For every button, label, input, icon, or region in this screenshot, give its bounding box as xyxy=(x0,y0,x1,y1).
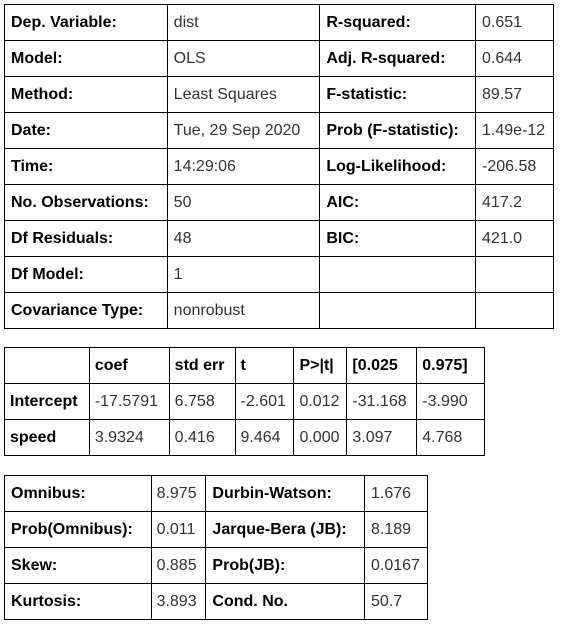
summary-label: Df Model: xyxy=(4,256,168,293)
diagnostic-value: 0.011 xyxy=(150,511,207,548)
table-row: Df Model: 1 xyxy=(4,256,554,293)
column-header: 0.975] xyxy=(416,347,485,384)
column-header: coef xyxy=(88,347,170,384)
diagnostic-value: 8.189 xyxy=(364,511,428,548)
summary-value: 89.57 xyxy=(475,76,554,113)
summary-value: -206.58 xyxy=(475,148,554,185)
summary-label: R-squared: xyxy=(319,4,477,41)
summary-value: 0.644 xyxy=(475,40,554,77)
table-row: Df Residuals: 48 BIC: 421.0 xyxy=(4,220,554,257)
summary-label: Model: xyxy=(4,40,168,77)
table-row: Kurtosis: 3.893 Cond. No. 50.7 xyxy=(4,583,428,620)
diagnostic-value: 8.975 xyxy=(150,475,207,512)
summary-label: Log-Likelihood: xyxy=(319,148,477,185)
summary-label: Df Residuals: xyxy=(4,220,168,257)
column-header: P>|t| xyxy=(293,347,348,384)
summary-value: 50 xyxy=(166,184,321,221)
row-name: Intercept xyxy=(4,383,90,420)
table-row: speed 3.9324 0.416 9.464 0.000 3.097 4.7… xyxy=(4,419,485,456)
table-row: Model: OLS Adj. R-squared: 0.644 xyxy=(4,40,554,77)
summary-value: 14:29:06 xyxy=(166,148,321,185)
coef-value: 3.9324 xyxy=(88,419,170,456)
summary-label: Dep. Variable: xyxy=(4,4,168,41)
p-value: 0.012 xyxy=(293,383,348,420)
ci-upper-value: -3.990 xyxy=(416,383,485,420)
std-err-value: 0.416 xyxy=(168,419,236,456)
t-value: -2.601 xyxy=(234,383,295,420)
summary-label xyxy=(319,256,477,293)
diagnostic-label: Durbin-Watson: xyxy=(205,475,366,512)
table-header-row: coef std err t P>|t| [0.025 0.975] xyxy=(4,347,485,384)
t-value: 9.464 xyxy=(234,419,295,456)
column-header: std err xyxy=(168,347,236,384)
diagnostic-label: Jarque-Bera (JB): xyxy=(205,511,366,548)
ci-lower-value: 3.097 xyxy=(346,419,418,456)
summary-label: F-statistic: xyxy=(319,76,477,113)
summary-label: Method: xyxy=(4,76,168,113)
summary-value: 417.2 xyxy=(475,184,554,221)
summary-label: Date: xyxy=(4,112,168,149)
summary-value: 0.651 xyxy=(475,4,554,41)
diagnostic-label: Prob(Omnibus): xyxy=(4,511,152,548)
summary-value: nonrobust xyxy=(166,292,321,329)
column-header xyxy=(4,347,90,384)
diagnostic-label: Omnibus: xyxy=(4,475,152,512)
table-row: Skew: 0.885 Prob(JB): 0.0167 xyxy=(4,547,428,584)
summary-label: Time: xyxy=(4,148,168,185)
p-value: 0.000 xyxy=(293,419,348,456)
ci-upper-value: 4.768 xyxy=(416,419,485,456)
table-row: Time: 14:29:06 Log-Likelihood: -206.58 xyxy=(4,148,554,185)
diagnostic-value: 1.676 xyxy=(364,475,428,512)
table-row: Omnibus: 8.975 Durbin-Watson: 1.676 xyxy=(4,475,428,512)
summary-value: 48 xyxy=(166,220,321,257)
column-header: [0.025 xyxy=(346,347,418,384)
summary-value: 1.49e-12 xyxy=(475,112,554,149)
summary-value: 1 xyxy=(166,256,321,293)
summary-value xyxy=(475,256,554,293)
summary-value: OLS xyxy=(166,40,321,77)
summary-label: Covariance Type: xyxy=(4,292,168,329)
table-row: Dep. Variable: dist R-squared: 0.651 xyxy=(4,4,554,41)
summary-label: Prob (F-statistic): xyxy=(319,112,477,149)
summary-value: Least Squares xyxy=(166,76,321,113)
diagnostic-label: Prob(JB): xyxy=(205,547,366,584)
table-row: Intercept -17.5791 6.758 -2.601 0.012 -3… xyxy=(4,383,485,420)
diagnostic-value: 0.885 xyxy=(150,547,207,584)
diagnostic-label: Kurtosis: xyxy=(4,583,152,620)
model-summary-table: Dep. Variable: dist R-squared: 0.651 Mod… xyxy=(4,4,554,329)
summary-value: 421.0 xyxy=(475,220,554,257)
row-name: speed xyxy=(4,419,90,456)
summary-value: dist xyxy=(166,4,321,41)
diagnostic-value: 0.0167 xyxy=(364,547,428,584)
summary-label: BIC: xyxy=(319,220,477,257)
table-row: No. Observations: 50 AIC: 417.2 xyxy=(4,184,554,221)
std-err-value: 6.758 xyxy=(168,383,236,420)
table-row: Date: Tue, 29 Sep 2020 Prob (F-statistic… xyxy=(4,112,554,149)
summary-label: Adj. R-squared: xyxy=(319,40,477,77)
summary-label: AIC: xyxy=(319,184,477,221)
table-row: Method: Least Squares F-statistic: 89.57 xyxy=(4,76,554,113)
summary-label xyxy=(319,292,477,329)
diagnostics-table: Omnibus: 8.975 Durbin-Watson: 1.676 Prob… xyxy=(4,475,428,620)
column-header: t xyxy=(234,347,295,384)
coefficients-table: coef std err t P>|t| [0.025 0.975] Inter… xyxy=(4,347,485,456)
coef-value: -17.5791 xyxy=(88,383,170,420)
table-row: Prob(Omnibus): 0.011 Jarque-Bera (JB): 8… xyxy=(4,511,428,548)
diagnostic-value: 50.7 xyxy=(364,583,428,620)
diagnostic-label: Cond. No. xyxy=(205,583,366,620)
summary-value: Tue, 29 Sep 2020 xyxy=(166,112,321,149)
table-row: Covariance Type: nonrobust xyxy=(4,292,554,329)
diagnostic-value: 3.893 xyxy=(150,583,207,620)
summary-label: No. Observations: xyxy=(4,184,168,221)
diagnostic-label: Skew: xyxy=(4,547,152,584)
summary-value xyxy=(475,292,554,329)
ci-lower-value: -31.168 xyxy=(346,383,418,420)
